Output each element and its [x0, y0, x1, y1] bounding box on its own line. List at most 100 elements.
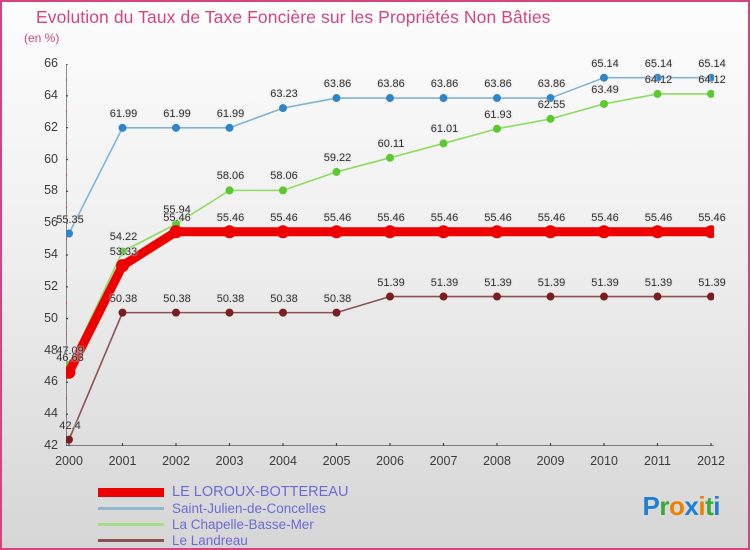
data-point [707, 73, 714, 82]
y-tick-label: 52 [44, 278, 58, 293]
data-point [490, 225, 504, 239]
data-label: 55.35 [56, 213, 84, 226]
data-label: 51.39 [484, 276, 512, 289]
data-point [116, 259, 129, 273]
data-label: 55.46 [430, 211, 459, 224]
legend-item[interactable]: LE LOROUX-BOTTEREAU [98, 484, 498, 500]
legend-item[interactable]: Le Landreau [98, 532, 498, 548]
data-point [544, 225, 557, 239]
data-label: 63.86 [484, 78, 512, 91]
data-point [332, 167, 341, 176]
legend-label: La Chapelle-Basse-Mer [172, 516, 314, 532]
logo-letter: i [698, 491, 706, 521]
data-label: 61.01 [430, 123, 459, 136]
logo-letter: r [659, 491, 669, 521]
data-label: 59.22 [323, 151, 352, 164]
y-tick-label: 62 [44, 119, 58, 134]
data-point [279, 186, 287, 195]
data-point [332, 94, 341, 103]
data-point [386, 94, 394, 103]
data-label: 55.46 [591, 211, 619, 224]
chart-legend: LE LOROUX-BOTTEREAU Saint-Julien-de-Conce… [98, 484, 498, 548]
logo-letter: i [713, 491, 720, 521]
data-label: 50.38 [163, 292, 191, 305]
y-tick-label: 48 [44, 342, 58, 357]
data-label: 50.38 [109, 292, 138, 305]
x-tick-label: 2004 [269, 454, 297, 468]
data-label: 60.11 [377, 137, 405, 150]
data-point [493, 94, 501, 103]
data-point [546, 292, 555, 301]
data-label: 63.86 [430, 78, 459, 91]
data-point [493, 124, 501, 133]
data-point [653, 73, 662, 82]
x-tick-label: 2002 [162, 454, 190, 468]
logo-letter: P [642, 491, 660, 521]
data-label: 55.46 [270, 211, 298, 224]
data-label: 46.63 [56, 352, 84, 365]
data-label: 55.46 [323, 211, 352, 224]
y-tick-label: 58 [44, 183, 58, 198]
data-label: 63.86 [537, 78, 566, 91]
data-label: 51.39 [591, 276, 619, 289]
proxiti-logo: Proxiti [642, 491, 721, 522]
data-point [225, 123, 234, 132]
data-label: 55.46 [216, 211, 245, 224]
data-label: 50.38 [270, 292, 298, 305]
logo-letter: o [669, 491, 685, 521]
data-label: 65.14 [644, 57, 673, 70]
data-point [653, 89, 662, 98]
data-point [276, 225, 290, 239]
legend-item[interactable]: La Chapelle-Basse-Mer [98, 516, 498, 532]
page-title: Evolution du Taux de Taxe Foncière sur l… [36, 7, 551, 27]
data-point [118, 247, 127, 256]
legend-swatch [98, 522, 164, 526]
y-tick-label: 60 [44, 151, 58, 166]
chart-axes [66, 64, 714, 446]
data-point [332, 308, 341, 317]
y-tick-label: 66 [44, 56, 58, 70]
data-point [386, 292, 394, 301]
data-point [546, 114, 555, 123]
data-label: 61.99 [216, 107, 245, 120]
data-label: 62.55 [537, 98, 566, 111]
data-label: 50.38 [323, 292, 352, 305]
data-point [439, 94, 448, 103]
data-point [223, 225, 236, 239]
data-point [66, 229, 73, 238]
data-label: 61.93 [484, 108, 512, 121]
data-point [66, 435, 73, 444]
legend-item[interactable]: Saint-Julien-de-Concelles [98, 500, 498, 516]
data-label: 54.22 [109, 231, 138, 244]
data-label: 55.94 [163, 204, 191, 217]
data-label: 58.06 [216, 170, 245, 183]
legend-label: Le Landreau [172, 532, 248, 548]
data-label: 51.39 [698, 276, 726, 289]
data-label: 64.12 [698, 73, 726, 86]
data-point [383, 225, 397, 239]
data-label: 47.09 [56, 344, 84, 357]
data-point [279, 104, 287, 113]
y-tick-label: 54 [44, 247, 58, 261]
data-point [600, 99, 608, 108]
data-label: 42.4 [59, 419, 81, 432]
data-label: 55.46 [698, 211, 726, 224]
data-label: 64.12 [644, 73, 673, 86]
data-point [169, 225, 183, 239]
data-point [172, 308, 180, 317]
data-point [118, 308, 127, 317]
x-tick-label: 2001 [108, 454, 137, 468]
data-label: 50.38 [216, 292, 245, 305]
data-point [653, 292, 662, 301]
data-label: 63.86 [377, 78, 405, 91]
data-label: 55.46 [377, 211, 405, 224]
legend-swatch [98, 487, 164, 497]
data-point [66, 365, 76, 379]
data-point [493, 292, 501, 301]
data-point [707, 292, 714, 301]
y-tick-label: 46 [44, 374, 58, 389]
data-label: 63.86 [323, 78, 352, 91]
data-point [651, 225, 664, 239]
data-point [704, 225, 714, 239]
